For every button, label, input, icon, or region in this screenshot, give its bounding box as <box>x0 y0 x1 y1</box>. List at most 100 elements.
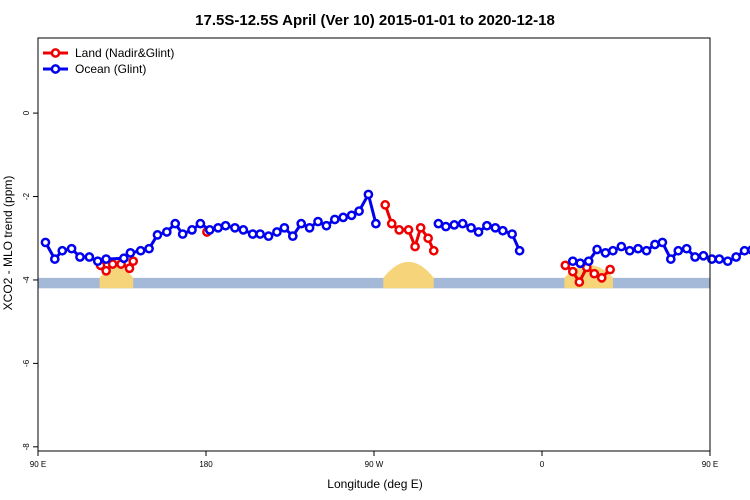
ocean-point-2-19 <box>722 256 733 267</box>
ocean-point-0-29 <box>296 218 307 229</box>
ocean-point-2-17 <box>707 254 717 264</box>
ocean-point-0-1 <box>49 254 60 264</box>
ocean-point-1-9 <box>507 229 517 239</box>
land-point-2-4 <box>410 241 420 252</box>
land-point-2-2 <box>394 225 405 235</box>
land-point-2-7 <box>428 245 439 256</box>
ocean-point-0-38 <box>371 218 381 229</box>
land-point-0-4 <box>124 263 135 274</box>
ocean-point-2-15 <box>690 252 700 262</box>
ocean-point-2-8 <box>633 243 643 254</box>
ocean-point-0-27 <box>279 222 290 233</box>
ocean-point-2-16 <box>698 250 709 261</box>
ocean-point-0-0 <box>40 237 51 248</box>
x-axis-label: Longitude (deg E) <box>327 477 422 491</box>
ocean-point-2-3 <box>592 244 602 255</box>
ocean-point-0-2 <box>57 245 68 256</box>
y-axis-label: XCO2 - MLO trend (ppm) <box>1 176 15 311</box>
ocean-point-2-5 <box>608 245 618 256</box>
ocean-point-2-2 <box>583 256 594 267</box>
y-axis-ticks: 0 -2 -4 -6 -8 <box>22 110 38 450</box>
land-point-3-5 <box>596 273 607 283</box>
ocean-point-0-6 <box>92 256 103 267</box>
ocean-point-1-6 <box>482 220 492 231</box>
ocean-point-0-14 <box>170 218 181 229</box>
ocean-point-0-20 <box>220 220 231 231</box>
legend-ocean-label: Ocean (Glint) <box>75 62 146 76</box>
ocean-point-1-1 <box>441 221 451 232</box>
ocean-point-0-3 <box>66 243 77 254</box>
land-point-2-3 <box>403 225 414 235</box>
land-point-3-2 <box>574 277 585 287</box>
x-tick-label-1: 180 <box>199 460 213 469</box>
x-axis-ticks: 90 E 180 90 W 0 90 E <box>30 451 718 469</box>
ocean-point-0-25 <box>263 231 274 242</box>
chart-title: 17.5S-12.5S April (Ver 10) 2015-01-01 to… <box>195 12 555 29</box>
ocean-point-0-12 <box>152 230 163 240</box>
x-tick-label-3: 0 <box>540 460 545 469</box>
ocean-point-0-7 <box>101 254 111 264</box>
ocean-point-1-8 <box>497 225 508 236</box>
ocean-point-0-26 <box>272 227 282 237</box>
land-point-3-0 <box>560 260 571 271</box>
ocean-point-0-19 <box>213 222 223 233</box>
ocean-point-0-5 <box>84 252 95 262</box>
y-tick-label-3: -6 <box>22 359 31 367</box>
land-point-2-5 <box>415 222 426 233</box>
land-point-3-1 <box>567 266 578 277</box>
ocean-point-0-16 <box>187 225 197 235</box>
ocean-point-1-3 <box>457 218 468 229</box>
land-point-2-0 <box>380 200 391 210</box>
land-point-3-4 <box>589 268 600 279</box>
ocean-point-2-18 <box>714 254 725 264</box>
legend-land-label: Land (Nadir&Glint) <box>75 46 174 60</box>
ocean-point-2-9 <box>641 245 652 256</box>
land-point-3-6 <box>605 264 615 275</box>
ocean-point-0-36 <box>354 206 364 216</box>
ocean-point-0-30 <box>304 222 315 233</box>
ocean-point-0-10 <box>135 245 146 256</box>
ocean-point-2-14 <box>681 243 692 254</box>
ocean-point-0-21 <box>230 222 240 233</box>
series-layer <box>40 189 750 287</box>
ocean-point-2-0 <box>567 256 578 267</box>
ocean-point-1-0 <box>433 218 444 229</box>
ocean-point-0-37 <box>363 189 374 200</box>
legend-land-marker <box>50 48 61 58</box>
ocean-point-1-7 <box>490 222 501 233</box>
ocean-point-0-23 <box>247 229 258 239</box>
ocean-point-0-8 <box>119 253 129 264</box>
ocean-point-2-11 <box>657 237 668 248</box>
x-tick-label-4: 90 E <box>702 460 718 469</box>
land-point-0-1 <box>101 265 111 276</box>
ocean-point-0-9 <box>125 247 136 258</box>
plot-frame <box>37 37 711 452</box>
ocean-point-1-5 <box>473 227 484 237</box>
land-point-2-1 <box>386 218 397 229</box>
ocean-point-2-10 <box>650 239 660 250</box>
legend: Land (Nadir&Glint) Ocean (Glint) <box>43 46 174 76</box>
ocean-point-1-2 <box>449 220 460 230</box>
ocean-point-0-33 <box>329 214 340 225</box>
land-band-span-1 <box>383 261 434 289</box>
y-tick-label-2: -4 <box>22 276 31 284</box>
x-tick-label-0: 90 E <box>30 460 46 469</box>
ocean-point-2-12 <box>665 254 676 264</box>
ocean-point-2-4 <box>600 247 611 258</box>
land-point-0-5 <box>128 256 139 267</box>
ocean-point-0-35 <box>346 210 357 221</box>
land-point-2-6 <box>423 233 433 244</box>
legend-ocean-marker <box>50 64 61 74</box>
y-tick-label-0: 0 <box>22 110 31 115</box>
ocean-point-0-17 <box>195 218 206 229</box>
ocean-point-2-7 <box>624 245 635 256</box>
ocean-point-0-15 <box>177 229 188 239</box>
y-tick-label-1: -2 <box>22 192 31 200</box>
ocean-point-0-22 <box>238 225 249 235</box>
y-tick-label-4: -8 <box>22 443 31 451</box>
ocean-point-1-10 <box>514 245 525 256</box>
ocean-point-0-34 <box>338 212 349 223</box>
ocean-point-2-6 <box>616 241 627 252</box>
ocean-point-0-31 <box>313 216 323 227</box>
